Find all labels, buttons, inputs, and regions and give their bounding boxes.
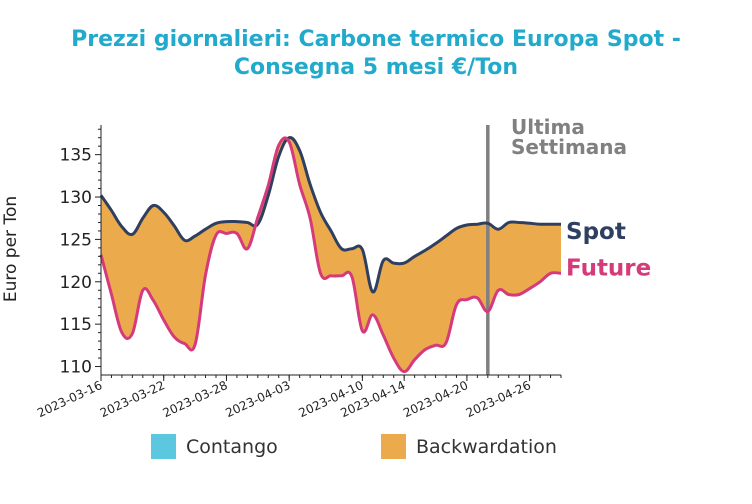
y-tick-label: 135 (60, 146, 92, 166)
y-tick-label: 120 (60, 273, 92, 293)
y-tick-label: 125 (60, 230, 92, 250)
y-tick-label: 110 (60, 358, 92, 378)
x-tick-label: 2023-03-28 (161, 378, 230, 420)
legend-swatch-contango (151, 434, 176, 459)
chart-title-line-1: Prezzi giornalieri: Carbone termico Euro… (71, 27, 681, 52)
x-ticks: 2023-03-162023-03-222023-03-282023-04-03… (35, 375, 562, 420)
x-tick-label: 2023-04-26 (464, 378, 533, 420)
legend-label-contango: Contango (186, 436, 278, 458)
series-lines (99, 136, 562, 374)
y-ticks: 110 115 120 125 130 135 (60, 128, 101, 378)
x-tick-label: 2023-04-20 (401, 378, 470, 420)
chart-title-line-2: Consegna 5 mesi €/Ton (234, 55, 518, 80)
series-label-future: Future (566, 255, 651, 281)
legend: Contango Backwardation (151, 434, 557, 459)
y-tick-label: 130 (60, 188, 92, 208)
x-tick-label: 2023-03-16 (35, 378, 104, 420)
x-tick-label: 2023-04-03 (223, 378, 292, 420)
backwardation-area (101, 137, 561, 372)
legend-swatch-backwardation (381, 434, 406, 459)
marker-label-line-1: Ultima (511, 115, 585, 139)
series-label-spot: Spot (566, 219, 626, 245)
series-labels: Spot Future (566, 219, 651, 281)
marker-label-line-2: Settimana (511, 135, 627, 159)
y-tick-label: 115 (60, 315, 92, 335)
future-line (99, 136, 562, 374)
area-fills (101, 137, 561, 372)
legend-label-backwardation: Backwardation (416, 436, 557, 458)
spot-line (99, 136, 561, 294)
y-axis-label: Euro per Ton (1, 196, 21, 302)
x-tick-label: 2023-03-22 (98, 378, 167, 420)
